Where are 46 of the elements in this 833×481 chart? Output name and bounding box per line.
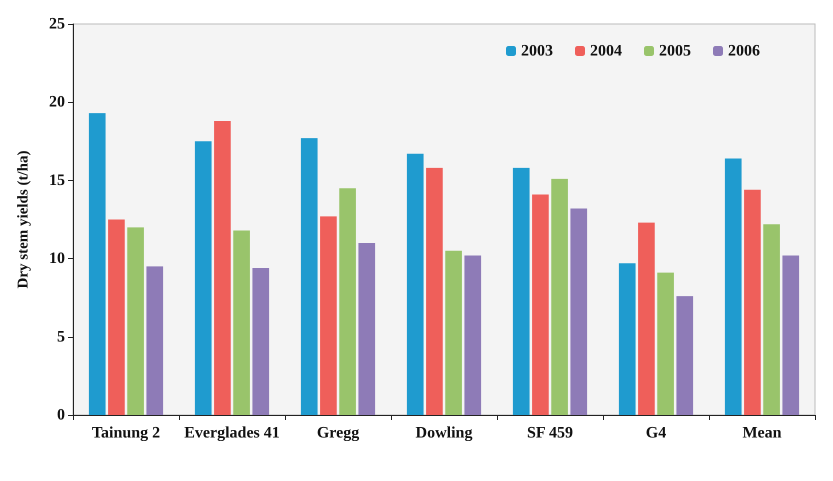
bar [146, 266, 164, 415]
bar [638, 222, 655, 415]
y-axis-title: Dry stem yields (t/ha) [16, 150, 32, 288]
bar [744, 190, 761, 415]
bar [108, 220, 125, 415]
y-tick-label: 10 [49, 250, 65, 268]
x-tick-label: Dowling [416, 424, 472, 442]
bar [551, 178, 568, 415]
bar [676, 296, 694, 415]
bar [464, 255, 482, 415]
bar [233, 230, 250, 415]
legend-label: 2006 [728, 42, 760, 60]
bar [657, 272, 674, 415]
x-tick-label: Tainung 2 [92, 424, 160, 442]
bar [127, 227, 144, 415]
bar [618, 263, 636, 415]
legend-label: 2004 [590, 42, 622, 60]
bar [194, 141, 212, 415]
bar [214, 120, 231, 415]
bar [252, 268, 270, 415]
y-tick-label: 0 [57, 406, 65, 424]
bar [570, 208, 588, 415]
y-tick-label: 25 [49, 16, 65, 32]
x-tick-label: Gregg [316, 424, 360, 442]
bar [300, 138, 318, 415]
legend-label: 2003 [521, 42, 553, 60]
x-tick-label: Mean [742, 424, 782, 442]
y-tick-label: 20 [49, 94, 65, 111]
bar [358, 242, 376, 415]
x-tick-label: G4 [646, 424, 666, 442]
bar [406, 154, 424, 415]
bar [782, 255, 800, 415]
bar [724, 158, 742, 415]
x-tick-label: Everglades 41 [184, 424, 280, 442]
bar [320, 216, 337, 415]
bar [763, 224, 780, 415]
bar [88, 113, 106, 415]
y-tick-label: 5 [57, 328, 65, 346]
bar [512, 168, 530, 415]
x-tick-label: SF 459 [526, 424, 574, 442]
bar [426, 168, 443, 415]
bar [445, 250, 462, 415]
y-tick-label: 15 [49, 172, 65, 189]
legend-label: 2005 [659, 42, 691, 60]
bar [532, 194, 549, 415]
bar [339, 188, 356, 415]
